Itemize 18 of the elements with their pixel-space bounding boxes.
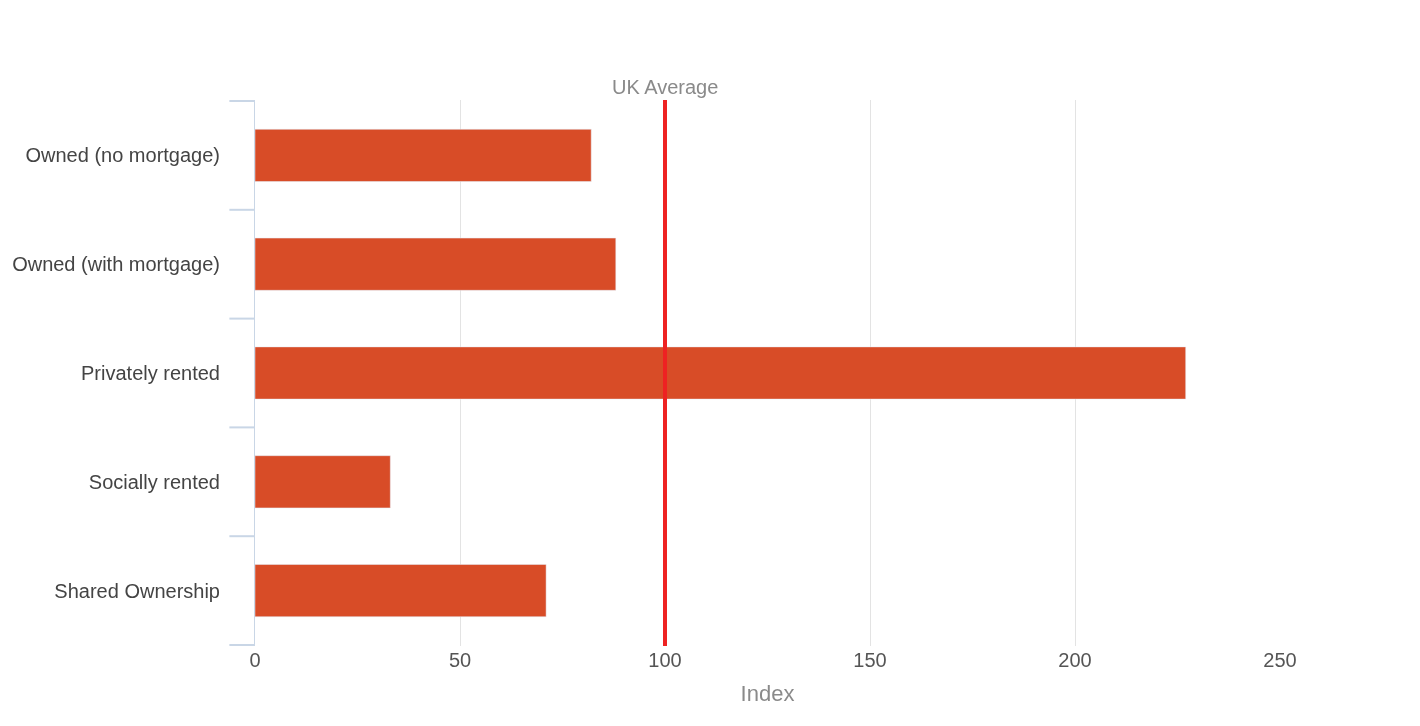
bar [255,129,592,182]
bar [255,346,1186,400]
x-tick-label: 150 [853,649,887,671]
x-tick-label: 100 [648,649,682,671]
x-axis-title: Index [740,680,795,706]
bar [255,237,617,291]
x-tick-label: 250 [1263,649,1297,671]
x-tick-label: 50 [448,649,472,671]
x-tick-label: 0 [249,649,261,671]
x-tick-label: 200 [1058,649,1092,671]
y-tick-label: Owned (no mortgage) [25,144,220,167]
y-tick-label: Owned (with mortgage) [12,253,220,276]
bar [255,455,391,509]
bar [255,564,547,617]
y-tick-label: Socially rented [88,470,220,493]
y-tick-label: Privately rented [81,362,220,384]
y-tick-label: Shared Ownership [54,579,220,602]
ref-line-label: UK Average [612,76,719,98]
